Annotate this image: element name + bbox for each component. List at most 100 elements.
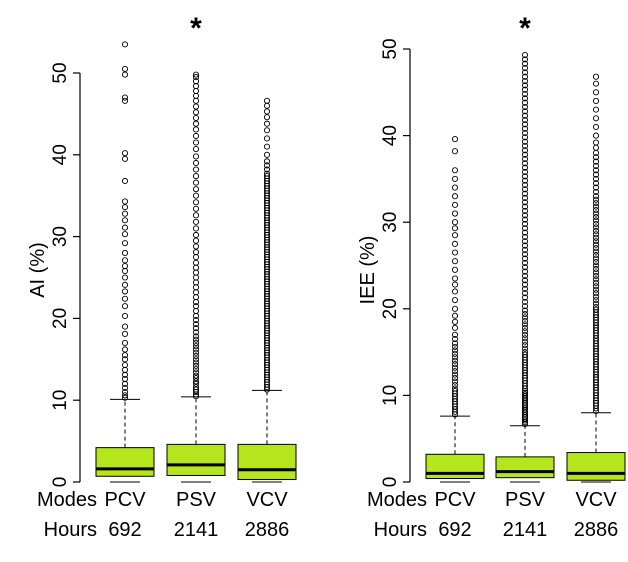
outlier-point xyxy=(451,232,459,239)
outlier-point xyxy=(192,109,200,116)
outlier-point xyxy=(451,249,459,256)
outlier-point xyxy=(192,212,200,219)
outlier-point xyxy=(121,262,129,270)
mode-label: PCV xyxy=(104,489,146,511)
outlier-point xyxy=(592,115,600,122)
outlier-point xyxy=(592,213,600,221)
outlier-point xyxy=(521,60,529,67)
outlier-point xyxy=(592,252,600,259)
outlier-point xyxy=(192,74,200,81)
outlier-point xyxy=(121,41,129,48)
outlier-point xyxy=(521,186,529,193)
mode-label: VCV xyxy=(246,489,288,511)
outlier-point xyxy=(592,241,600,248)
outlier-point xyxy=(451,378,459,385)
y-tick-label: 20 xyxy=(50,308,71,329)
outlier-point xyxy=(592,175,600,182)
outlier-point xyxy=(521,69,529,76)
hours-value: 2886 xyxy=(574,519,619,541)
outlier-point xyxy=(192,329,200,336)
outlier-point xyxy=(451,375,459,382)
outlier-point xyxy=(521,272,529,279)
significance-star: * xyxy=(519,12,531,45)
outlier-point xyxy=(121,257,129,264)
outlier-point xyxy=(192,333,200,340)
hours-label-right: Hours xyxy=(374,519,427,541)
outlier-point xyxy=(451,343,459,350)
outlier-point xyxy=(521,324,529,331)
outlier-point xyxy=(192,303,200,310)
outlier-point xyxy=(592,200,600,207)
outlier-point xyxy=(192,83,200,90)
outlier-point xyxy=(121,177,129,185)
outlier-point xyxy=(192,284,200,291)
outlier-point xyxy=(521,220,529,227)
box-pcv xyxy=(95,41,155,483)
outlier-point xyxy=(451,184,459,191)
outlier-point xyxy=(521,345,529,352)
outlier-point xyxy=(521,142,529,150)
hours-value: 2141 xyxy=(503,519,548,541)
outlier-point xyxy=(521,212,529,219)
outlier-point xyxy=(592,231,600,238)
y-tick-label: 10 xyxy=(380,385,401,406)
outlier-point xyxy=(521,238,529,245)
modes-label-right: Modes xyxy=(367,489,427,511)
outlier-point xyxy=(451,385,459,392)
box-pcv xyxy=(425,136,485,483)
outlier-point xyxy=(521,116,529,124)
outlier-point xyxy=(592,132,600,139)
outlier-point xyxy=(592,245,600,252)
outlier-point xyxy=(121,361,129,369)
outlier-point xyxy=(521,303,529,310)
outlier-point xyxy=(121,71,129,78)
outlier-point xyxy=(592,217,600,224)
outlier-point xyxy=(192,114,200,122)
outlier-point xyxy=(521,331,529,338)
modes-label-left: Modes xyxy=(37,489,97,511)
outlier-point xyxy=(121,150,129,157)
outlier-point xyxy=(521,173,529,180)
outlier-point xyxy=(121,281,129,288)
outlier-point xyxy=(192,253,200,261)
outlier-point xyxy=(521,225,529,232)
outlier-point xyxy=(592,290,600,297)
outlier-point xyxy=(192,307,200,315)
outlier-point xyxy=(592,193,600,200)
outlier-point xyxy=(592,154,600,161)
outlier-point xyxy=(521,86,529,93)
hours-value: 692 xyxy=(108,519,141,541)
outlier-point xyxy=(521,82,529,89)
outlier-point xyxy=(121,94,129,101)
box-iqr xyxy=(166,443,226,476)
outlier-point xyxy=(521,242,529,249)
outlier-point xyxy=(192,87,200,95)
box-iqr xyxy=(495,456,555,479)
outlier-point xyxy=(451,201,459,208)
mode-label: PSV xyxy=(176,489,217,511)
outlier-point xyxy=(121,375,129,382)
outlier-point xyxy=(121,240,129,247)
significance-star: * xyxy=(190,12,202,45)
outlier-point xyxy=(521,199,529,206)
outlier-point xyxy=(592,293,600,300)
outlier-point xyxy=(121,356,129,363)
outlier-point xyxy=(263,108,271,115)
outlier-point xyxy=(121,352,129,359)
outlier-point xyxy=(521,349,529,356)
outlier-point xyxy=(521,99,529,106)
outlier-point xyxy=(263,170,271,177)
outlier-point xyxy=(192,279,200,286)
outlier-point xyxy=(121,217,129,224)
outlier-point xyxy=(192,120,200,127)
outlier-point xyxy=(451,210,459,217)
outlier-point xyxy=(592,238,600,245)
outlier-point xyxy=(192,186,200,193)
outlier-point xyxy=(521,216,529,223)
outlier-point xyxy=(121,231,129,238)
outlier-point xyxy=(521,155,529,163)
footer-left: Modes Hours xyxy=(37,489,97,541)
outlier-point xyxy=(451,281,459,288)
y-axis-title: AI (%) xyxy=(27,242,49,298)
outlier-point xyxy=(521,233,529,240)
